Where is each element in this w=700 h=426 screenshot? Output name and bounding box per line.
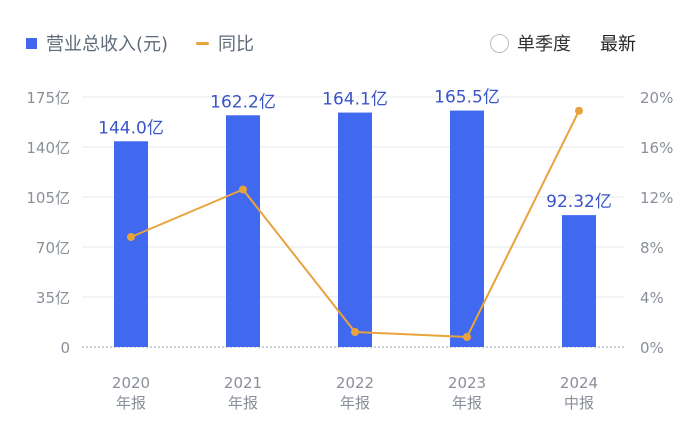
legend-item-revenue[interactable]: 营业总收入(元) xyxy=(26,30,168,56)
bar-value-label: 144.0亿 xyxy=(98,118,164,138)
y-left-tick-label: 35亿 xyxy=(36,289,70,307)
single-quarter-label: 单季度 xyxy=(517,34,571,55)
radio-circle-icon[interactable] xyxy=(490,33,509,53)
x-tick-period: 年报 xyxy=(116,394,146,412)
bar-value-label: 92.32亿 xyxy=(546,192,612,212)
x-tick-year: 2023 xyxy=(448,374,486,392)
latest-label: 最新 xyxy=(600,34,636,55)
revenue-bar[interactable] xyxy=(226,115,260,348)
legend-item-yoy[interactable]: 同比 xyxy=(196,30,254,56)
x-tick-period: 年报 xyxy=(340,394,370,412)
yoy-point[interactable] xyxy=(127,233,135,241)
single-quarter-toggle[interactable]: 单季度 xyxy=(490,30,571,56)
y-left-tick-label: 70亿 xyxy=(36,239,70,257)
legend-yoy-label: 同比 xyxy=(218,34,254,55)
x-tick-period: 中报 xyxy=(564,394,594,412)
x-tick-year: 2022 xyxy=(336,374,374,392)
y-right-tick-label: 12% xyxy=(640,189,673,207)
y-left-tick-label: 140亿 xyxy=(26,139,70,157)
revenue-bar[interactable] xyxy=(450,110,484,347)
x-tick-year: 2020 xyxy=(112,374,150,392)
x-tick-year: 2024 xyxy=(560,374,598,392)
chart-legend: 营业总收入(元) 同比 单季度 最新 xyxy=(0,30,700,60)
yoy-point[interactable] xyxy=(575,106,583,115)
bar-value-label: 162.2亿 xyxy=(210,92,276,112)
x-tick-period: 年报 xyxy=(452,394,482,412)
y-right-tick-label: 0% xyxy=(640,339,664,357)
y-left-tick-label: 175亿 xyxy=(26,89,70,107)
latest-button[interactable]: 最新 xyxy=(600,30,636,56)
y-right-tick-label: 8% xyxy=(640,239,664,257)
bar-value-label: 164.1亿 xyxy=(322,90,388,110)
yoy-point[interactable] xyxy=(463,333,471,341)
legend-bar-swatch xyxy=(26,37,37,49)
yoy-point[interactable] xyxy=(351,328,359,336)
legend-line-swatch xyxy=(196,41,209,45)
y-left-tick-label: 0 xyxy=(60,339,70,357)
revenue-bar[interactable] xyxy=(562,215,596,347)
y-right-tick-label: 16% xyxy=(640,139,673,157)
bar-value-label: 165.5亿 xyxy=(434,88,500,108)
revenue-bar[interactable] xyxy=(114,141,148,347)
y-left-tick-label: 105亿 xyxy=(26,189,70,207)
x-tick-period: 年报 xyxy=(228,394,258,412)
y-right-tick-label: 4% xyxy=(640,289,664,307)
x-tick-year: 2021 xyxy=(224,374,262,392)
legend-revenue-label: 营业总收入(元) xyxy=(46,34,169,55)
revenue-bar[interactable] xyxy=(338,112,372,347)
yoy-point[interactable] xyxy=(239,185,247,194)
y-right-tick-label: 20% xyxy=(640,89,673,107)
